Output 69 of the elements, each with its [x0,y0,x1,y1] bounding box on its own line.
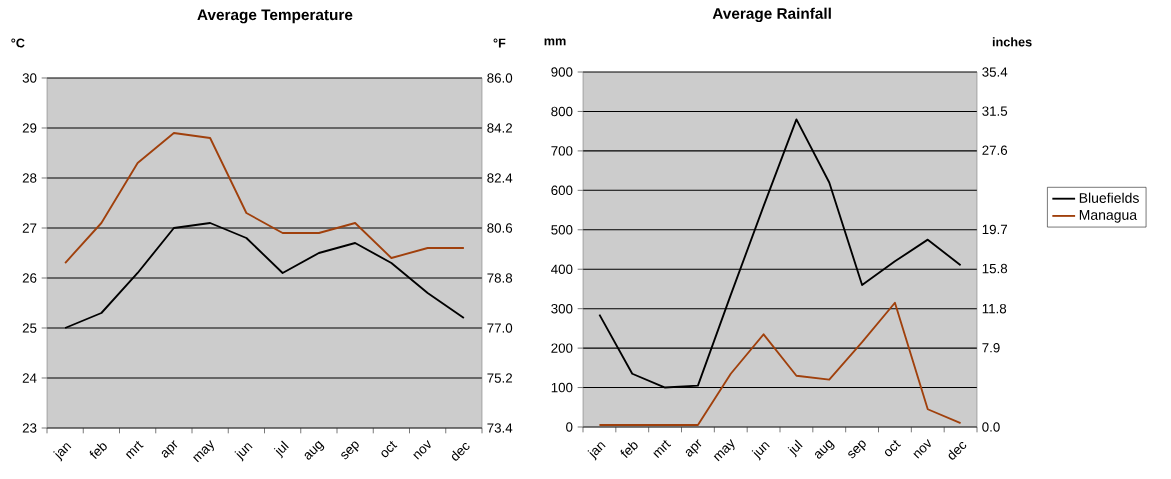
y-tick-label: 500 [551,225,573,235]
line-series [598,118,962,389]
x-tick-label: jun [751,442,770,461]
y-axis-title: mm [544,38,566,46]
y2-tick-label: 84.2 [487,123,513,133]
chart-title: Average Temperature [197,9,353,24]
y2-tick-label: 19.7 [982,224,1008,235]
y-tick-label: 400 [551,264,573,274]
y2-tick-label: 78.8 [487,273,513,283]
x-tick-label: jun [234,443,253,462]
x-tick-label: mrt [653,440,672,459]
y2-tick-label: 15.8 [982,263,1008,274]
y2-tick-label: 73.4 [487,423,513,433]
y2-tick-label: 86.0 [487,73,513,83]
y-axis-title: °C [11,38,25,48]
y2-tick-label: 7.9 [982,343,1000,353]
y-tick-label: 600 [551,185,573,196]
x-tick-label: nov [913,439,931,459]
chart-title: Average Rainfall [712,7,831,23]
x-tick-label: oct [884,440,901,457]
x-tick-label: dec [948,442,967,460]
y2-axis-title: inches [992,37,1032,47]
x-tick-label: jul [273,440,289,459]
x-tick-label: jul [787,439,803,458]
y-tick-label: 900 [551,67,573,77]
y2-tick-label: 35.4 [982,67,1008,77]
x-tick-label: apr [685,439,702,457]
y-tick-label: 26 [22,273,37,283]
y-tick-label: 29 [22,123,37,133]
legend-label: Managua [1079,210,1138,223]
y-tick-label: 24 [22,373,37,383]
legend-label: Bluefields [1079,192,1139,203]
y2-tick-label: 31.5 [982,106,1008,116]
y2-tick-label: 82.4 [487,173,513,183]
x-tick-label: aug [815,439,835,459]
x-tick-label: apr [161,440,178,458]
y-tick-label: 0 [566,422,573,432]
x-tick-label: dec [451,443,470,461]
y-tick-label: 23 [22,423,37,433]
x-tick-label: may [193,440,214,463]
y-tick-label: 25 [22,323,37,333]
y2-tick-label: 75.2 [487,373,513,383]
y-tick-label: 30 [22,73,37,83]
x-tick-label: feb [89,443,107,460]
x-tick-label: jan [587,442,606,461]
x-tick-label: nov [413,440,431,460]
y-tick-label: 100 [551,382,573,393]
x-tick-label: sep [848,440,866,459]
line-series [64,222,465,329]
y-tick-label: 28 [22,173,37,183]
y-tick-label: 27 [22,223,37,233]
y-tick-label: 800 [551,106,573,117]
x-tick-label: oct [381,441,398,458]
x-tick-label: aug [304,440,325,460]
y2-tick-label: 77.0 [487,323,513,333]
x-tick-label: mrt [125,441,144,460]
line-series [64,132,465,264]
x-tick-label: feb [620,442,638,459]
y2-tick-label: 80.6 [487,223,513,233]
x-tick-label: jan [53,443,72,462]
y-tick-label: 300 [551,303,573,314]
x-tick-label: may [713,439,735,462]
y2-tick-label: 0.0 [982,422,1000,432]
y2-tick-label: 27.6 [982,145,1008,155]
y-tick-label: 200 [551,343,573,353]
y2-tick-label: 11.8 [982,303,1007,314]
y-tick-label: 700 [551,146,573,156]
y2-axis-title: °F [493,38,506,48]
x-tick-label: sep [341,441,359,460]
